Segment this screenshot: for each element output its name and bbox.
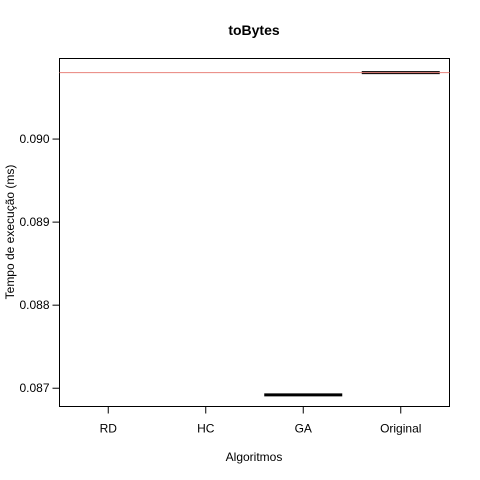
x-tick-label: GA [295, 422, 312, 436]
x-tick-label: Original [380, 422, 421, 436]
plot-frame [59, 58, 450, 407]
x-tick-label: RD [100, 422, 118, 436]
y-tick-label: 0.087 [19, 381, 49, 395]
y-tick-label: 0.090 [19, 132, 49, 146]
chart-marks [59, 71, 450, 397]
x-tick-label: HC [197, 422, 215, 436]
y-axis: 0.087 0.088 0.089 0.090 [19, 132, 60, 395]
y-tick-label: 0.088 [19, 298, 49, 312]
y-axis-label: Tempo de execução (ms) [3, 165, 17, 300]
x-axis: RD HC GA Original [100, 406, 421, 436]
x-axis-label: Algoritmos [226, 450, 283, 464]
chart-title: toBytes [228, 22, 280, 38]
y-tick-label: 0.089 [19, 215, 49, 229]
